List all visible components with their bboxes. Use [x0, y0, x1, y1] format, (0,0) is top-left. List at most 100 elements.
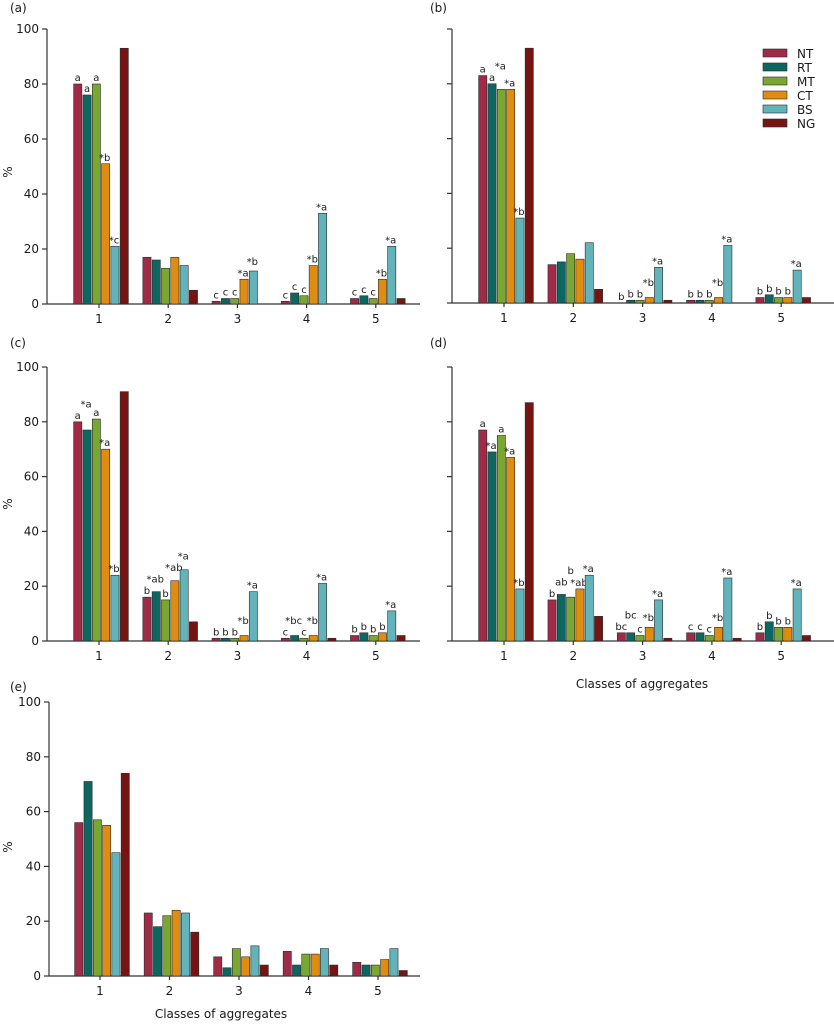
bar-ng-class-5: [802, 635, 811, 642]
bar-mt-class-4: [301, 953, 311, 977]
legend-label-mt: MT: [797, 75, 815, 89]
significance-label: c: [697, 622, 703, 633]
bar-rt-class-3: [221, 298, 230, 305]
bar-bs-class-4: [723, 245, 733, 304]
significance-label: a: [75, 73, 81, 84]
legend-label-rt: RT: [797, 61, 812, 75]
significance-label: *a: [385, 600, 396, 611]
bar-ng-class-4: [732, 637, 742, 642]
bar-rt-class-1: [83, 781, 93, 977]
significance-label: b: [785, 616, 791, 627]
significance-label: b: [567, 566, 573, 577]
bar-rt-class-1: [487, 83, 497, 304]
bar-bs-class-2: [584, 242, 594, 304]
legend-label-ct: CT: [797, 89, 813, 103]
x-tick-label: 4: [305, 984, 313, 998]
bar-bs-class-3: [248, 270, 258, 305]
bar-ct-class-5: [783, 626, 793, 642]
bar-ct-class-4: [308, 635, 318, 642]
significance-label: *c: [109, 235, 120, 246]
significance-label: *b: [643, 613, 654, 624]
bar-ct-class-2: [171, 909, 181, 977]
bar-rt-class-5: [359, 295, 369, 305]
significance-label: a: [480, 65, 486, 76]
y-tick-label: 40: [24, 187, 39, 201]
bar-rt-class-4: [290, 635, 300, 642]
y-axis-title: %: [1, 166, 15, 177]
y-tick-label: 0: [33, 969, 41, 983]
bar-rt-class-2: [556, 594, 566, 642]
significance-label: c: [213, 290, 219, 301]
x-tick-label: 2: [569, 649, 577, 663]
significance-label: c: [301, 627, 307, 638]
bar-nt-class-4: [282, 951, 292, 977]
bar-ct-class-3: [239, 635, 249, 642]
bar-nt-class-3: [211, 637, 221, 642]
bar-ng-class-5: [396, 635, 406, 642]
bar-ng-class-5: [396, 298, 406, 305]
x-tick-label: 3: [234, 649, 242, 663]
y-tick-label: 20: [24, 579, 39, 593]
bar-mt-class-1: [496, 435, 506, 642]
significance-label: c: [370, 288, 376, 299]
bar-mt-class-2: [161, 267, 170, 305]
y-tick-label: 60: [24, 132, 39, 146]
bar-ct-class-2: [170, 256, 180, 305]
bar-bs-class-3: [250, 945, 260, 977]
significance-label: b: [757, 287, 763, 298]
chart-panel-e: (e) 0 20 40 60 80 100% 1 2 3 4 5 Classes of aggregat…: [1, 680, 420, 1021]
bar-rt-class-3: [222, 967, 232, 977]
significance-label: c: [292, 282, 298, 293]
significance-label: *b: [712, 278, 723, 289]
bar-ct-class-4: [310, 953, 320, 977]
x-axis-title: Classes of aggregates: [155, 1007, 287, 1021]
significance-label: b: [766, 611, 772, 622]
bar-mt-class-1: [92, 819, 102, 977]
bar-nt-class-5: [350, 635, 359, 642]
bar-ng-class-2: [594, 616, 603, 642]
significance-label: *ab: [570, 578, 587, 589]
bar-bs-class-2: [179, 569, 189, 642]
x-tick-label: 1: [95, 312, 103, 326]
y-tick-label: 40: [26, 859, 41, 873]
bar-bs-class-3: [654, 267, 663, 304]
chart-panel-b: (b)1aa*a*a*b2 3b b b*b*a4b b b*b*a5b b b b*a: [430, 1, 834, 325]
bar-rt-class-5: [361, 964, 371, 977]
significance-label: *a: [485, 441, 496, 452]
bar-mt-class-5: [370, 964, 380, 977]
significance-label: *b: [376, 268, 387, 279]
x-tick-label: 3: [639, 649, 647, 663]
significance-label: c: [352, 288, 358, 299]
significance-label: c: [361, 285, 367, 296]
significance-label: bc: [615, 622, 627, 633]
significance-label: b: [637, 289, 643, 300]
significance-label: b: [766, 284, 772, 295]
significance-label: c: [232, 288, 238, 299]
bar-mt-class-5: [368, 635, 378, 642]
significance-label: *b: [307, 255, 318, 266]
y-tick-label: 80: [24, 415, 39, 429]
bar-ng-class-5: [802, 297, 811, 304]
bar-ct-class-3: [241, 956, 251, 977]
bar-bs-class-3: [248, 591, 258, 642]
legend-swatch-bs: [762, 104, 788, 114]
x-tick-label: 2: [166, 984, 174, 998]
x-tick-label: 2: [164, 649, 172, 663]
x-tick-label: 1: [500, 311, 508, 325]
x-tick-label: 2: [164, 312, 172, 326]
significance-label: *b: [247, 257, 258, 268]
bar-nt-class-5: [352, 961, 362, 977]
bar-ct-class-3: [644, 297, 654, 304]
bar-mt-class-3: [230, 298, 240, 305]
bar-mt-class-5: [368, 298, 378, 305]
significance-label: c: [707, 625, 713, 636]
bar-nt-class-1: [73, 421, 83, 642]
bar-rt-class-4: [292, 964, 301, 977]
significance-label: a: [480, 419, 486, 430]
significance-label: *a: [316, 572, 327, 583]
bar-bs-class-2: [181, 912, 190, 977]
bar-ng-class-3: [663, 299, 673, 304]
y-tick-label: 60: [26, 805, 41, 819]
